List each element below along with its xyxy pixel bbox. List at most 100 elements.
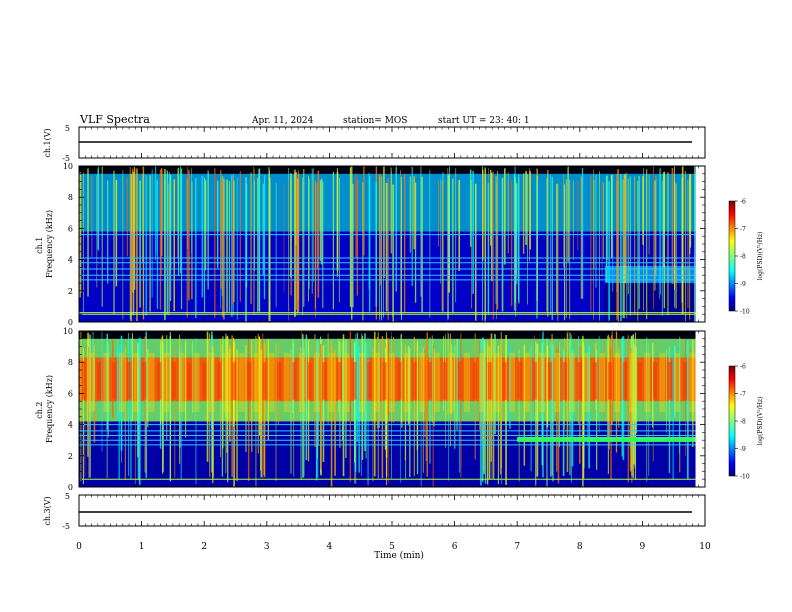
colorbar-tick-label: -6 [740, 364, 746, 371]
emission-halo [283, 352, 290, 413]
emission-maximum [487, 362, 492, 400]
emission-halo [644, 352, 651, 413]
emission-maximum [427, 362, 432, 400]
emission-maximum [607, 362, 612, 400]
emission-maximum [112, 362, 117, 400]
emission-maximum [457, 362, 462, 400]
emission-halo [433, 352, 440, 413]
x-axis-label: Time (min) [374, 550, 424, 561]
time-tick-label: 6 [452, 542, 458, 552]
ch1-label: ch.1 [35, 237, 44, 254]
emission-halo [659, 352, 666, 413]
emission-halo [509, 352, 516, 413]
ch2-colorbar: -6 -7 -8 -9 -10 log(PSD)(V²/Hz) [728, 364, 764, 481]
emission-halo [584, 352, 591, 413]
frequency-tick-label: 0 [68, 318, 73, 327]
ch1-frequency-label: Frequency (kHz) [45, 210, 54, 278]
emission-halo [103, 352, 110, 413]
emission-halo [479, 352, 486, 413]
emission-halo [178, 352, 185, 413]
emission-maximum [202, 362, 207, 400]
emission-maximum [668, 362, 673, 400]
ch2-colorbar-gradient [728, 365, 736, 477]
colorbar-tick-label: -9 [740, 446, 746, 453]
ch1-waveform-ylabel: ch.1(V) [43, 128, 52, 157]
emission-maximum [172, 362, 177, 400]
ch1-colorbar-label: log(PSD)(V²/Hz) [757, 232, 764, 281]
emission-halo [193, 352, 200, 413]
emission-maximum [683, 362, 688, 400]
frequency-tick-label: 8 [68, 193, 73, 202]
emission-maximum [157, 362, 162, 400]
emission-maximum [232, 362, 237, 400]
time-tick-label: 7 [514, 542, 520, 552]
frequency-tick-label: 2 [68, 287, 73, 296]
ch1-ytick-top: 5 [65, 124, 70, 133]
colorbar-tick-label: -7 [740, 226, 746, 233]
emission-maximum [247, 362, 252, 400]
ch1-colorbar: -6 -7 -8 -9 -10 log(PSD)(V²/Hz) [728, 199, 764, 316]
time-tick-label: 8 [577, 542, 583, 552]
spectrogram-band [79, 231, 705, 322]
emission-maximum [82, 362, 87, 400]
emission-halo [313, 352, 320, 413]
emission-halo [148, 352, 155, 413]
time-tick-label: 9 [640, 542, 646, 552]
no-data-region [695, 166, 705, 322]
time-tick-label: 4 [327, 542, 333, 552]
emission-maximum [217, 362, 222, 400]
emission-maximum [638, 362, 643, 400]
emission-halo [268, 352, 275, 413]
emission-halo [539, 352, 546, 413]
ch2-spectrogram [79, 331, 705, 487]
time-tick-label: 1 [139, 542, 145, 552]
emission-halo [494, 352, 501, 413]
emission-halo [133, 352, 140, 413]
ch2-band-3khz [517, 437, 696, 442]
emission-halo [373, 352, 380, 413]
colorbar-tick-label: -9 [740, 281, 746, 288]
emission-halo [238, 352, 245, 413]
frequency-tick-label: 6 [68, 224, 73, 233]
time-tick-label: 10 [699, 542, 711, 552]
ch3-ytick-top: 5 [65, 492, 70, 501]
emission-maximum [502, 362, 507, 400]
emission-maximum [337, 362, 342, 400]
emission-halo [358, 352, 365, 413]
ch1-colorbar-gradient [728, 200, 736, 312]
emission-maximum [292, 362, 297, 400]
emission-maximum [187, 362, 192, 400]
emission-maximum [472, 362, 477, 400]
emission-maximum [352, 362, 357, 400]
emission-halo [674, 352, 681, 413]
colorbar-tick-label: -8 [740, 419, 746, 426]
frequency-tick-label: 10 [63, 327, 73, 336]
emission-halo [463, 352, 470, 413]
frequency-tick-label: 6 [68, 389, 73, 398]
emission-maximum [307, 362, 312, 400]
emission-halo [448, 352, 455, 413]
emission-halo [88, 352, 95, 413]
emission-halo [163, 352, 170, 413]
emission-maximum [397, 362, 402, 400]
frequency-tick-label: 10 [63, 162, 73, 171]
emission-maximum [367, 362, 372, 400]
emission-maximum [142, 362, 147, 400]
ch3-waveform-ylabel: ch.3(V) [43, 496, 52, 525]
emission-maximum [622, 362, 627, 400]
ch3-ytick-bottom: -5 [62, 522, 70, 531]
emission-halo [328, 352, 335, 413]
emission-halo [629, 352, 636, 413]
emission-maximum [532, 362, 537, 400]
colorbar-tick-label: -6 [740, 199, 746, 206]
time-tick-label: 5 [389, 542, 395, 552]
emission-maximum [442, 362, 447, 400]
frequency-tick-label: 4 [68, 256, 73, 265]
frequency-tick-label: 0 [68, 483, 73, 492]
time-tick-labels: 0 1 2 3 4 5 6 7 8 9 10 [76, 542, 711, 552]
emission-halo [599, 352, 606, 413]
ch1-spectrogram [79, 166, 705, 322]
ch2-frequency-label: Frequency (kHz) [45, 375, 54, 443]
emission-halo [569, 352, 576, 413]
